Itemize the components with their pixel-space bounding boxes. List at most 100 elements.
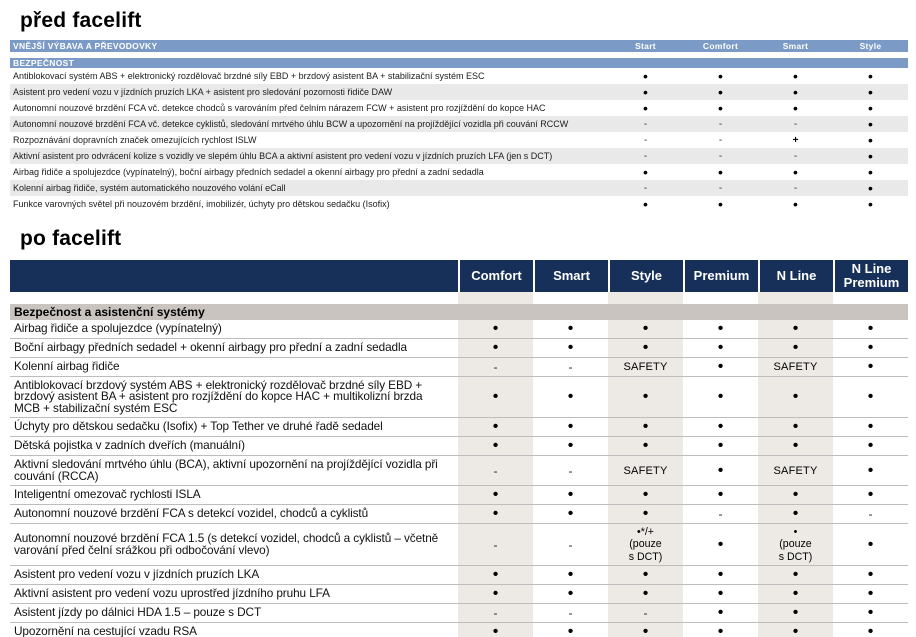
value-cell: • — [867, 437, 874, 455]
feature-label: Antiblokovací brzdový systém ABS + elekt… — [14, 377, 423, 416]
value-cell: - — [643, 134, 648, 146]
table-row: Asistent pro vedení vozu v jízdních pruz… — [10, 84, 908, 100]
value-cell: SAFETY — [608, 358, 683, 376]
value-cell: • — [458, 485, 533, 504]
value-cell: • — [868, 196, 873, 212]
value-cell: • — [867, 388, 874, 406]
value-cell: - — [568, 537, 573, 552]
table-row: Boční airbagy předních sedadel + okenní … — [10, 339, 908, 358]
value-cell: - — [718, 506, 723, 521]
value-cell: • — [717, 339, 724, 356]
value-cell: - — [568, 463, 573, 478]
value-cell: • — [608, 585, 683, 604]
value-cell: • — [608, 320, 683, 338]
value-cell: • — [567, 339, 574, 356]
value-cell: SAFETY — [608, 456, 683, 485]
table-row: Aktivní sledování mrtvého úhlu (BCA), ak… — [10, 456, 908, 486]
feature-label: Airbag řidiče a spolujezdce (vypínatelný… — [13, 167, 484, 177]
value-cell: • — [867, 418, 874, 436]
table-row: Asistent pro vedení vozu v jízdních pruz… — [10, 566, 908, 586]
table-row: Dětská pojistka v zadních dveřích (manuá… — [10, 437, 908, 457]
value-cell: - — [458, 523, 533, 566]
value-cell: - — [458, 358, 533, 376]
value-cell: • — [567, 485, 574, 503]
feature-label: Autonomní nouzové brzdění FCA vč. detekc… — [13, 103, 546, 113]
post-table-header-gap — [10, 292, 908, 304]
column-stripe — [608, 292, 683, 304]
column-header-style: Style — [859, 41, 882, 51]
value-cell: • — [717, 358, 724, 375]
value-cell: • — [458, 585, 533, 604]
feature-label: Autonomní nouzové brzdění FCA s detekcí … — [14, 506, 369, 521]
value-cell: • — [717, 388, 724, 406]
table-row: Autonomní nouzové brzdění FCA vč. detekc… — [10, 100, 908, 116]
value-cell: • — [567, 418, 574, 436]
table-row: Upozornění na cestující vzadu RSA • • • • • • — [10, 623, 908, 637]
value-cell: • — [758, 604, 833, 623]
clipped-row — [10, 52, 908, 58]
pre-table-body: Antiblokovací systém ABS + elektronický … — [10, 68, 908, 212]
column-header-n-line-premium: N Line Premium — [833, 260, 908, 292]
value-cell: • — [567, 566, 574, 584]
value-cell: • — [868, 116, 873, 132]
value-cell: • — [867, 566, 874, 584]
value-cell: • — [458, 437, 533, 456]
value-cell: • — [643, 164, 648, 180]
value-cell: • — [567, 623, 574, 637]
value-cell: • — [717, 418, 724, 436]
value-cell: • — [608, 566, 683, 585]
table-row: Kolenní airbag řidiče - - SAFETY • SAFETY • — [10, 358, 908, 377]
value-cell: • — [718, 84, 723, 100]
value-cell: • — [608, 485, 683, 504]
value-cell: - — [458, 604, 533, 623]
table-row: Autonomní nouzové brzdění FCA vč. detekc… — [10, 116, 908, 132]
feature-label: Aktivní asistent pro odvrácení kolize s … — [13, 151, 553, 161]
post-table-header-spacer — [10, 260, 458, 292]
column-header-n-line: N Line — [758, 260, 833, 292]
post-facelift-table: Comfort Smart Style Premium N Line N Line Pre… — [10, 260, 908, 637]
value-cell: • — [758, 585, 833, 604]
column-header-smart: Smart — [782, 41, 809, 51]
value-cell: • — [643, 68, 648, 84]
post-table-header: Comfort Smart Style Premium N Line N Line Pre… — [10, 260, 908, 292]
feature-label: Dětská pojistka v zadních dveřích (manuá… — [14, 438, 245, 453]
value-cell: • — [868, 68, 873, 84]
value-cell: - — [793, 118, 798, 130]
table-row: Airbag řidiče a spolujezdce (vypínatelný… — [10, 320, 908, 339]
table-row: Airbag řidiče a spolujezdce (vypínatelný… — [10, 164, 908, 180]
value-cell: - — [458, 456, 533, 485]
value-cell: • — [608, 339, 683, 357]
value-cell: • — [758, 320, 833, 338]
value-cell: - — [643, 118, 648, 130]
value-cell: - — [793, 150, 798, 162]
column-header-premium: Premium — [683, 260, 758, 292]
value-cell: • — [458, 377, 533, 418]
value-cell: • — [717, 461, 724, 479]
value-cell: • — [867, 535, 874, 553]
pre-table-section-bezpecnost: BEZPEČNOST — [10, 58, 908, 68]
pre-table-header-title: VNĚJŠÍ VÝBAVA A PŘEVODOVKY — [13, 41, 158, 51]
value-cell: - — [868, 506, 873, 521]
value-cell: • — [608, 623, 683, 637]
feature-label: Kolenní airbag řidiče — [14, 359, 120, 374]
value-cell: • — [717, 535, 724, 553]
column-stripe — [533, 292, 608, 304]
value-cell: • — [608, 504, 683, 523]
value-cell: • — [867, 604, 874, 622]
value-cell: • — [643, 100, 648, 116]
pre-facelift-title: před facelift — [20, 9, 142, 32]
value-cell: • — [608, 418, 683, 437]
value-cell: • — [717, 566, 724, 584]
value-cell: • — [458, 504, 533, 523]
feature-label: Asistent jízdy po dálnici HDA 1.5 – pouz… — [14, 605, 262, 620]
value-cell: • — [758, 623, 833, 637]
value-cell: • — [567, 585, 574, 603]
value-cell: • — [758, 418, 833, 437]
table-row: Úchyty pro dětskou sedačku (Isofix) + To… — [10, 418, 908, 438]
value-cell: • — [793, 196, 798, 212]
column-stripe — [758, 292, 833, 304]
value-cell: • — [868, 84, 873, 100]
value-cell: • — [567, 320, 574, 337]
pre-table-header: VNĚJŠÍ VÝBAVA A PŘEVODOVKY Start Comfort S… — [10, 40, 908, 52]
value-cell: • — [608, 377, 683, 418]
